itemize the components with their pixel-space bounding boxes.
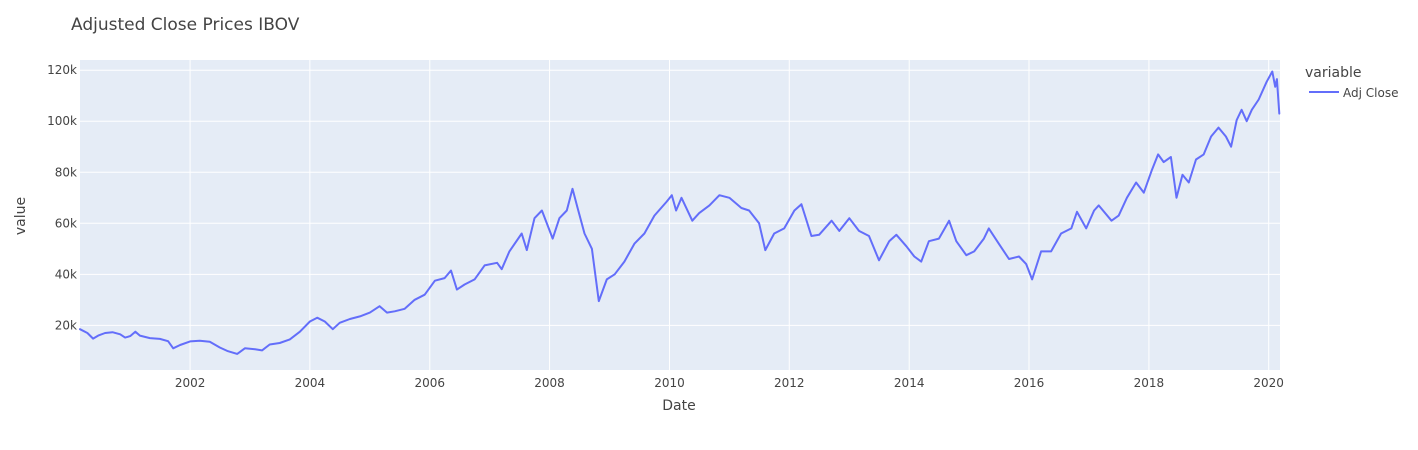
x-tick-label: 2006 [415,376,446,390]
x-tick-label: 2020 [1253,376,1284,390]
x-tick-label: 2018 [1134,376,1165,390]
y-axis-title: value [13,197,29,235]
y-tick-label: 80k [55,165,77,179]
y-tick-label: 100k [47,114,77,128]
x-tick-label: 2002 [175,376,206,390]
legend-label-adj-close[interactable]: Adj Close [1343,86,1398,100]
y-tick-label: 60k [55,216,77,230]
plot-background [80,60,1280,370]
x-tick-label: 2004 [295,376,326,390]
chart-title: Adjusted Close Prices IBOV [71,15,300,35]
legend-title: variable [1305,65,1361,81]
series-line-adj-close [79,70,1281,355]
legend[interactable]: variable Adj Close [1305,65,1398,100]
x-tick-label: 2012 [774,376,805,390]
x-tick-label: 2008 [534,376,565,390]
y-tick-label: 20k [55,318,77,332]
plot-area: 2002 2004 2006 2008 2010 2012 2014 2016 2018 2020… [47,60,1284,390]
x-axis-title: Date [662,398,695,414]
x-tick-label: 2016 [1014,376,1045,390]
x-tick-label: 2010 [654,376,685,390]
y-tick-label: 40k [55,267,77,281]
x-tick-label: 2014 [894,376,925,390]
y-tick-label: 120k [47,63,77,77]
